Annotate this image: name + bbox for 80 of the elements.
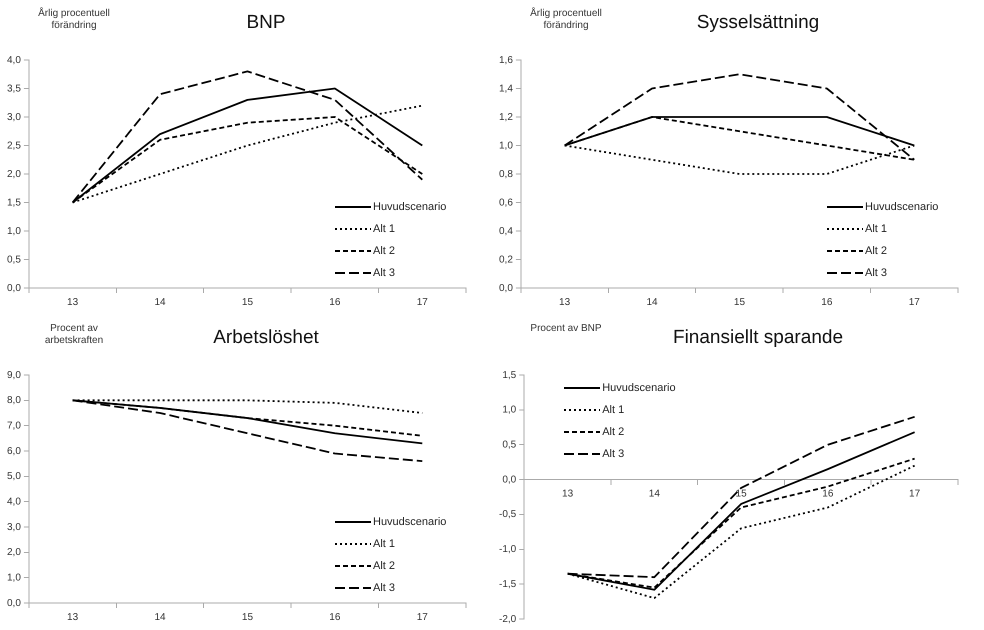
x-tick-label: 15 <box>242 612 254 623</box>
x-tick-label: 16 <box>821 296 833 308</box>
y-tick-label: 1,0 <box>6 572 22 584</box>
y-tick-label: -1,5 <box>498 578 517 590</box>
chart-title: Arbetslöshet <box>213 327 319 348</box>
y-tick-label: 0,4 <box>498 226 514 237</box>
x-tick-label: 14 <box>154 612 166 623</box>
x-tick-label: 15 <box>736 488 748 500</box>
legend-label: Alt 2 <box>865 245 888 257</box>
legend-label: Alt 1 <box>602 404 624 416</box>
legend-label: Alt 1 <box>865 223 888 235</box>
y-tick-label: 3,0 <box>6 112 22 123</box>
x-tick-label: 17 <box>416 612 428 623</box>
legend-label: Huvudscenario <box>373 201 446 213</box>
y-tick-label: 0,0 <box>6 282 22 294</box>
y-tick-label: 5,0 <box>6 471 22 482</box>
y-tick-label: 7,0 <box>6 420 22 432</box>
y-tick-label: 1,6 <box>498 54 514 66</box>
chart-title: Finansiellt sparande <box>672 327 844 348</box>
chart-title: Sysselsättning <box>696 12 820 33</box>
legend-label: Alt 1 <box>373 538 396 550</box>
x-tick-label: 13 <box>67 296 79 308</box>
y-tick-label: 0,5 <box>6 254 22 266</box>
y-tick-label: 0,0 <box>6 598 22 609</box>
x-tick-label: 16 <box>822 488 834 500</box>
y-tick-label: 0,0 <box>502 474 517 486</box>
y-axis-title: Procent av arbetskraften <box>44 323 104 347</box>
y-tick-label: 0,0 <box>498 282 514 294</box>
y-tick-label: 2,5 <box>6 140 22 152</box>
y-axis-title: Årlig procentuell förändring <box>529 8 603 32</box>
y-tick-label: -0,5 <box>498 509 517 520</box>
y-axis-title: Procent av BNP <box>529 323 603 335</box>
legend-label: Alt 2 <box>373 245 396 257</box>
x-tick-label: 15 <box>242 296 254 308</box>
legend-label: Alt 2 <box>373 560 396 572</box>
y-tick-label: -1,0 <box>498 544 517 556</box>
y-tick-label: 0,2 <box>498 254 514 266</box>
x-tick-label: 16 <box>329 296 341 308</box>
legend-label: Alt 3 <box>865 267 888 279</box>
y-tick-label: -2,0 <box>498 614 517 625</box>
y-axis-title: Årlig procentuell förändring <box>37 8 111 32</box>
y-tick-label: 1,5 <box>502 370 517 381</box>
x-tick-label: 17 <box>908 296 920 308</box>
y-tick-label: 6,0 <box>6 446 22 457</box>
x-tick-label: 14 <box>154 296 166 308</box>
x-tick-label: 14 <box>648 488 660 500</box>
y-tick-label: 2,0 <box>6 547 22 558</box>
y-tick-label: 0,6 <box>498 197 514 208</box>
y-tick-label: 1,0 <box>498 140 514 152</box>
y-tick-label: 3,5 <box>6 83 22 94</box>
y-tick-label: 4,0 <box>6 54 22 66</box>
legend-label: Alt 1 <box>373 223 396 235</box>
legend-label: Huvudscenario <box>602 382 676 394</box>
legend-label: Huvudscenario <box>373 516 446 528</box>
legend-label: Alt 3 <box>602 448 624 460</box>
chart-title: BNP <box>246 12 286 33</box>
x-tick-label: 15 <box>734 296 746 308</box>
y-tick-label: 0,5 <box>502 439 517 450</box>
legend-label: Alt 2 <box>602 426 624 438</box>
legend-label: Huvudscenario <box>865 201 938 213</box>
y-tick-label: 8,0 <box>6 395 22 406</box>
x-tick-label: 17 <box>909 488 921 500</box>
y-tick-label: 2,0 <box>6 168 22 180</box>
y-tick-label: 1,4 <box>498 83 514 94</box>
x-tick-label: 16 <box>329 612 341 623</box>
x-tick-label: 17 <box>416 296 428 308</box>
y-tick-label: 9,0 <box>6 370 22 381</box>
x-tick-label: 13 <box>559 296 571 308</box>
x-tick-label: 13 <box>562 488 574 500</box>
y-tick-label: 1,2 <box>498 112 514 123</box>
y-tick-label: 4,0 <box>6 496 22 508</box>
y-tick-label: 0,8 <box>498 168 514 180</box>
legend-label: Alt 3 <box>373 267 396 279</box>
legend-label: Alt 3 <box>373 582 396 594</box>
x-tick-label: 14 <box>646 296 658 308</box>
y-tick-label: 3,0 <box>6 522 22 533</box>
y-tick-label: 1,5 <box>6 197 22 208</box>
x-tick-label: 13 <box>67 612 79 623</box>
y-tick-label: 1,0 <box>502 404 517 416</box>
y-tick-label: 1,0 <box>6 226 22 237</box>
